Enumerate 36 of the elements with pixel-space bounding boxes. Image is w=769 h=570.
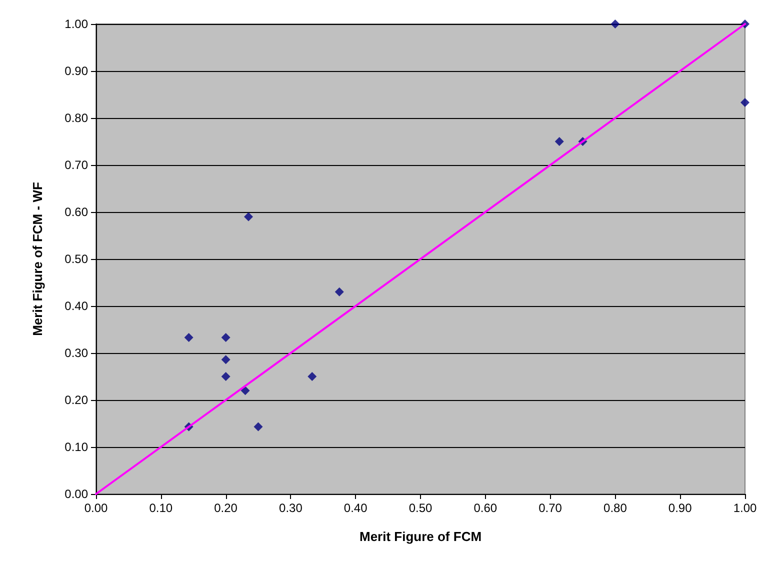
point [740, 98, 750, 107]
y-tick-label: 0.20 [64, 393, 88, 407]
y-tick-label: 1.00 [64, 17, 88, 31]
point [221, 355, 230, 364]
point [184, 332, 194, 342]
y-tick-label: 0.60 [64, 205, 88, 219]
y-tick-label: 0.90 [64, 64, 88, 78]
point [308, 372, 317, 381]
x-tick-label: 0.20 [214, 501, 238, 515]
point [554, 137, 564, 146]
y-tick-label: 0.80 [64, 111, 88, 125]
y-tick-label: 0.00 [64, 487, 88, 501]
x-tick-label: 0.50 [408, 501, 432, 515]
y-tick-label: 0.30 [64, 346, 88, 360]
point [244, 212, 254, 222]
x-tick-label: 0.10 [149, 501, 173, 515]
x-tick-label: 0.90 [668, 501, 692, 515]
point [254, 422, 263, 432]
point [221, 332, 230, 342]
point [610, 20, 620, 28]
point [334, 287, 344, 296]
x-tick-label: 0.40 [344, 501, 368, 515]
x-tick-label: 0.80 [604, 501, 628, 515]
point [240, 386, 250, 396]
x-tick-label: 0.70 [538, 501, 562, 515]
y-tick-label: 0.50 [64, 252, 88, 266]
x-tick-label: 0.60 [474, 501, 498, 515]
x-tick-label: 0.00 [84, 501, 108, 515]
x-tick-label: 0.30 [279, 501, 303, 515]
y-axis-title: Merit Figure of FCM - WF [30, 182, 45, 336]
point [221, 372, 230, 381]
x-axis-title: Merit Figure of FCM [359, 529, 482, 544]
y-tick-label: 0.40 [64, 299, 88, 313]
y-tick-label: 0.10 [64, 440, 88, 454]
x-tick-label: 1.00 [733, 501, 757, 515]
y-tick-label: 0.70 [64, 158, 88, 172]
